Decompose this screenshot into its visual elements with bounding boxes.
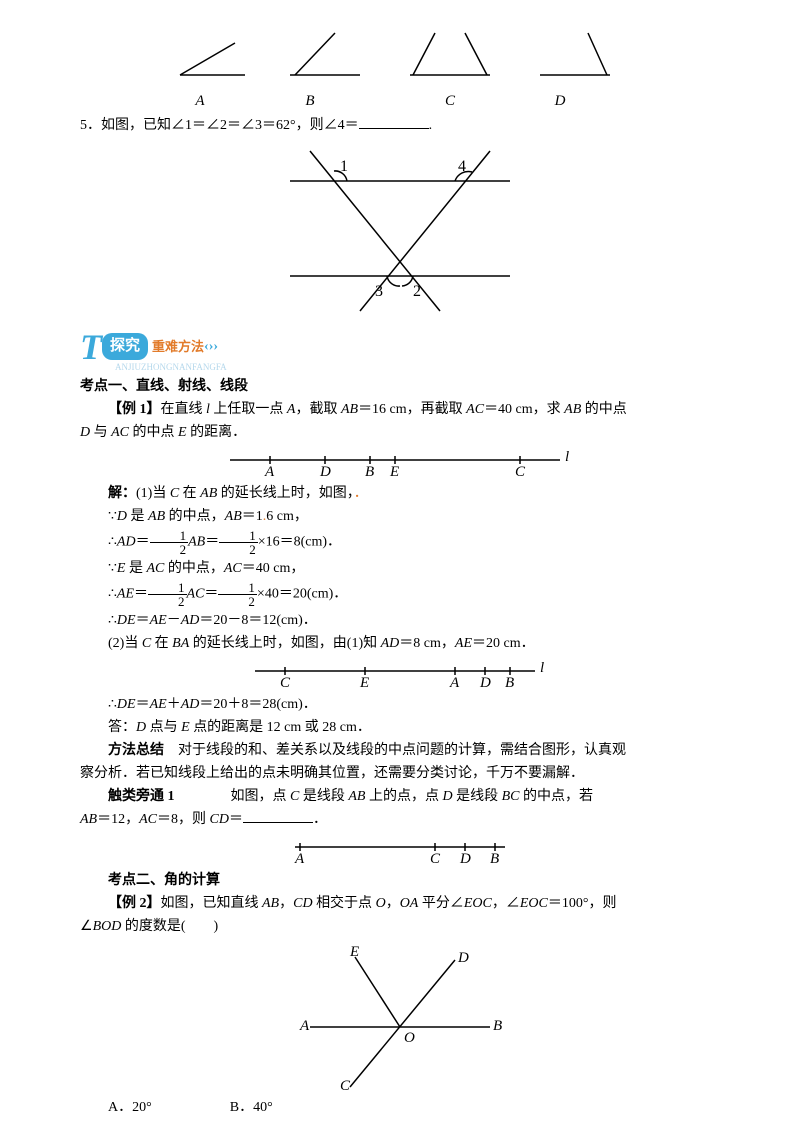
sol2-line1: ∴DE＝AE＋AD＝20＋8＝28(cm)． <box>80 694 720 715</box>
svg-text:A: A <box>294 851 305 865</box>
sol-line2: ∵D 是 AB 的中点，AB＝1.6 cm， <box>80 506 720 527</box>
svg-text:D: D <box>459 851 471 865</box>
figure-rays: E D A B O C <box>80 942 720 1092</box>
choices-row: A．20° B．40° <box>80 1097 720 1118</box>
svg-text:B: B <box>493 1018 502 1034</box>
svg-text:E: E <box>389 464 399 478</box>
svg-text:l: l <box>540 660 544 676</box>
sol-line5: ∴AE＝12AC＝12×40＝20(cm)． <box>80 581 720 608</box>
q5-text-b: . <box>429 118 433 133</box>
figure-angle-options <box>80 25 720 85</box>
badge-sub: 重难方法 <box>152 337 204 357</box>
example1-line2: D 与 AC 的中点 E 的距离． <box>80 422 720 443</box>
option-c-label: C <box>440 90 460 113</box>
section-badge: T 探究 重难方法 ‹›› <box>80 329 720 365</box>
svg-text:O: O <box>404 1030 415 1046</box>
method-summary2: 察分析．若已知线段上给出的点未明确其位置，还需要分类讨论，千万不要漏解． <box>80 763 720 784</box>
svg-text:C: C <box>340 1078 351 1092</box>
section2-title: 考点二、角的计算 <box>80 870 720 891</box>
svg-text:D: D <box>457 950 469 966</box>
sol-line4: ∵E 是 AC 的中点，AC＝40 cm， <box>80 558 720 579</box>
svg-text:E: E <box>359 675 369 689</box>
choice-b: B．40° <box>202 1097 273 1118</box>
angle-4: 4 <box>458 158 466 175</box>
svg-text:E: E <box>349 944 359 960</box>
ex1-label: 【例 1】 <box>108 402 161 417</box>
sol-line3: ∴AD＝12AB＝12×16＝8(cm)． <box>80 529 720 556</box>
analog-ex: 触类旁通 1 如图，点 C 是线段 AB 上的点，点 D 是线段 BC 的中点，… <box>80 786 720 807</box>
svg-text:B: B <box>490 851 499 865</box>
svg-text:A: A <box>264 464 275 478</box>
method-summary: 方法总结 对于线段的和、差关系以及线段的中点问题的计算，需结合图形，认真观 <box>80 740 720 761</box>
angles-svg: 1 4 3 2 <box>250 141 550 321</box>
svg-text:A: A <box>449 675 460 689</box>
option-b-label: B <box>300 90 320 113</box>
figure-angles-1234: 1 4 3 2 <box>80 141 720 321</box>
option-d-label: D <box>550 90 570 113</box>
svg-text:C: C <box>515 464 526 478</box>
figure-line1: A D B E C l <box>80 448 720 478</box>
angle-1: 1 <box>340 158 348 175</box>
example2: 【例 2】如图，已知直线 AB，CD 相交于点 O，OA 平分∠EOC，∠EOC… <box>80 893 720 914</box>
choice-a: A．20° <box>80 1097 152 1118</box>
figure-line2: C E A D B l <box>80 659 720 689</box>
svg-text:B: B <box>365 464 374 478</box>
sol2-line2: 答：D 点与 E 点的距离是 12 cm 或 28 cm． <box>80 717 720 738</box>
svg-text:D: D <box>479 675 491 689</box>
badge-t: T <box>80 329 102 365</box>
svg-text:C: C <box>430 851 441 865</box>
badge-arrow: ‹›› <box>204 336 218 357</box>
angle-3: 3 <box>375 283 383 300</box>
sol-line6: ∴DE＝AE－AD＝20－8＝12(cm)． <box>80 610 720 631</box>
q5-text: 5．如图，已知∠1＝∠2＝∠3＝62°，则∠4＝. <box>80 115 720 136</box>
badge-pinyin: ANJIUZHONGNANFANGFA <box>115 361 720 375</box>
angle-2: 2 <box>413 283 421 300</box>
sol-line1: 解：(1)当 C 在 AB 的延长线上时，如图，． <box>80 483 720 504</box>
badge-main: 探究 <box>102 333 148 360</box>
option-a-label: A <box>190 90 210 113</box>
svg-text:D: D <box>319 464 331 478</box>
sol-line7: (2)当 C 在 BA 的延长线上时，如图，由(1)知 AD＝8 cm，AE＝2… <box>80 633 720 654</box>
example1: 【例 1】在直线 l 上任取一点 A，截取 AB＝16 cm，再截取 AC＝40… <box>80 399 720 420</box>
figure-option-labels: A B C D <box>40 90 720 113</box>
example2-line2: ∠BOD 的度数是( ) <box>80 916 720 937</box>
svg-text:A: A <box>299 1018 310 1034</box>
section1-title: 考点一、直线、射线、线段 <box>80 376 720 397</box>
angle-options-svg <box>160 25 640 85</box>
q5-text-a: 5．如图，已知∠1＝∠2＝∠3＝62°，则∠4＝ <box>80 118 359 133</box>
analog-ex2: AB＝12，AC＝8，则 CD＝． <box>80 809 720 830</box>
svg-text:l: l <box>565 449 569 465</box>
svg-text:B: B <box>505 675 514 689</box>
figure-line3: A C D B <box>80 835 720 865</box>
svg-text:C: C <box>280 675 291 689</box>
q5-blank <box>359 115 429 129</box>
